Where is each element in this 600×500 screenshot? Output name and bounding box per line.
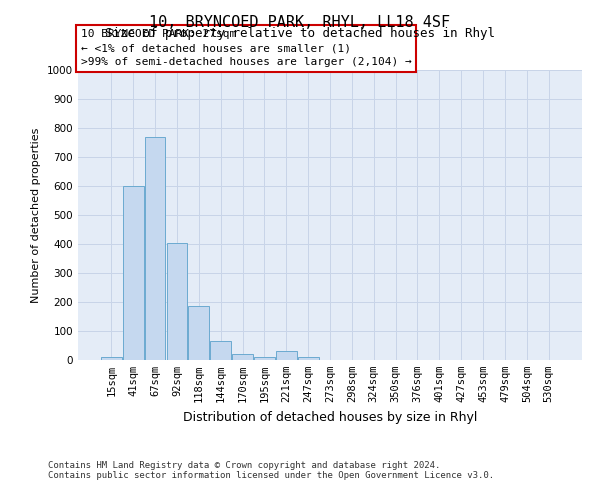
Y-axis label: Number of detached properties: Number of detached properties [31,128,41,302]
Text: Contains HM Land Registry data © Crown copyright and database right 2024.
Contai: Contains HM Land Registry data © Crown c… [48,460,494,480]
Bar [276,352,296,360]
Bar [167,242,187,360]
Bar [210,341,231,360]
Text: Size of property relative to detached houses in Rhyl: Size of property relative to detached ho… [105,28,495,40]
Bar [254,357,275,360]
Bar [188,306,209,360]
Bar [298,357,319,360]
Text: 10 BRYNCOED PARK: 27sqm
← <1% of detached houses are smaller (1)
>99% of semi-de: 10 BRYNCOED PARK: 27sqm ← <1% of detache… [80,29,411,67]
Bar [101,357,122,360]
Text: 10, BRYNCOED PARK, RHYL, LL18 4SF: 10, BRYNCOED PARK, RHYL, LL18 4SF [149,15,451,30]
Bar [145,136,166,360]
X-axis label: Distribution of detached houses by size in Rhyl: Distribution of detached houses by size … [183,410,477,424]
Bar [232,354,253,360]
Bar [123,186,143,360]
